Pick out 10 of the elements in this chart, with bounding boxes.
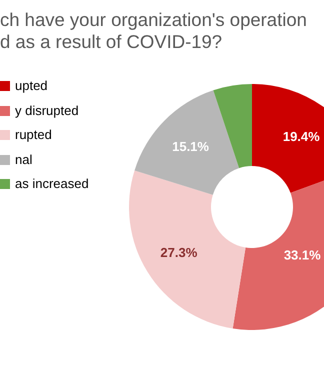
legend-label: y disrupted xyxy=(15,102,79,118)
legend-label: as increased xyxy=(15,176,89,191)
data-label: 33.1% xyxy=(284,247,322,262)
legend-label: rupted xyxy=(15,127,52,142)
data-label: 19.4% xyxy=(282,128,320,144)
legend-label: upted xyxy=(15,78,48,93)
legend-label: nal xyxy=(15,152,32,166)
data-label: 15.1% xyxy=(172,139,210,154)
chart-title: ch have your organization's operation d as a result of COVID-19? xyxy=(0,9,307,53)
data-label: 27.3% xyxy=(160,244,198,260)
